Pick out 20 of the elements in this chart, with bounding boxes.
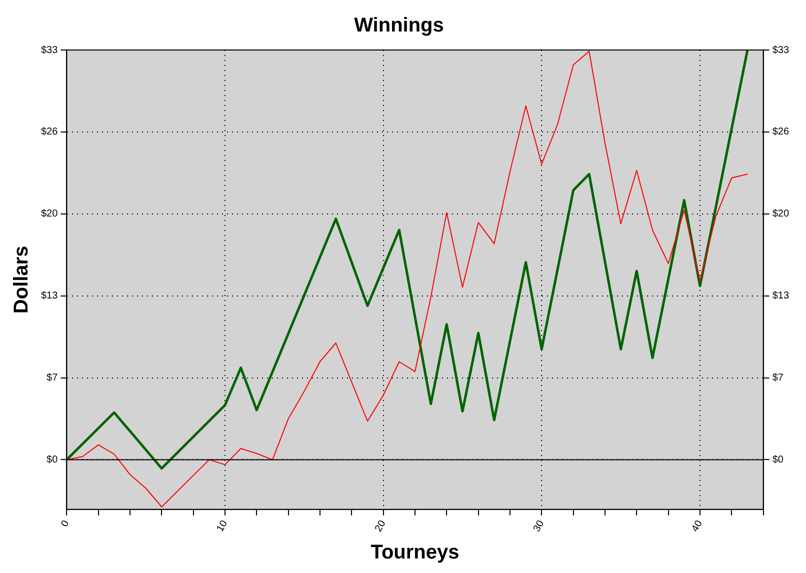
x-tick-label: 20 — [373, 518, 389, 534]
y-tick-label: $0 — [46, 454, 58, 466]
y-tick-label: $13 — [40, 290, 58, 302]
y-tick-label: $26 — [40, 126, 58, 138]
y2-tick-label: $0 — [772, 454, 784, 466]
y2-tick-label: $33 — [772, 44, 790, 56]
y2-tick-label: $20 — [772, 208, 790, 220]
y-tick-label: $7 — [46, 372, 58, 384]
y2-tick-label: $26 — [772, 126, 790, 138]
x-tick-label: 30 — [532, 518, 547, 534]
y2-tick-label: $13 — [772, 290, 790, 302]
x-axis-title: Tourneys — [370, 542, 460, 564]
y2-tick-label: $7 — [772, 372, 784, 384]
x-tick-label: 0 — [59, 518, 72, 530]
x-tick-label: 40 — [690, 518, 706, 534]
x-tick-label: 10 — [214, 518, 230, 534]
y-tick-label: $20 — [40, 208, 58, 220]
y-tick-label: $33 — [40, 44, 58, 56]
chart-title: Winnings — [354, 14, 444, 37]
y-axis-title: Dollars — [10, 246, 33, 314]
